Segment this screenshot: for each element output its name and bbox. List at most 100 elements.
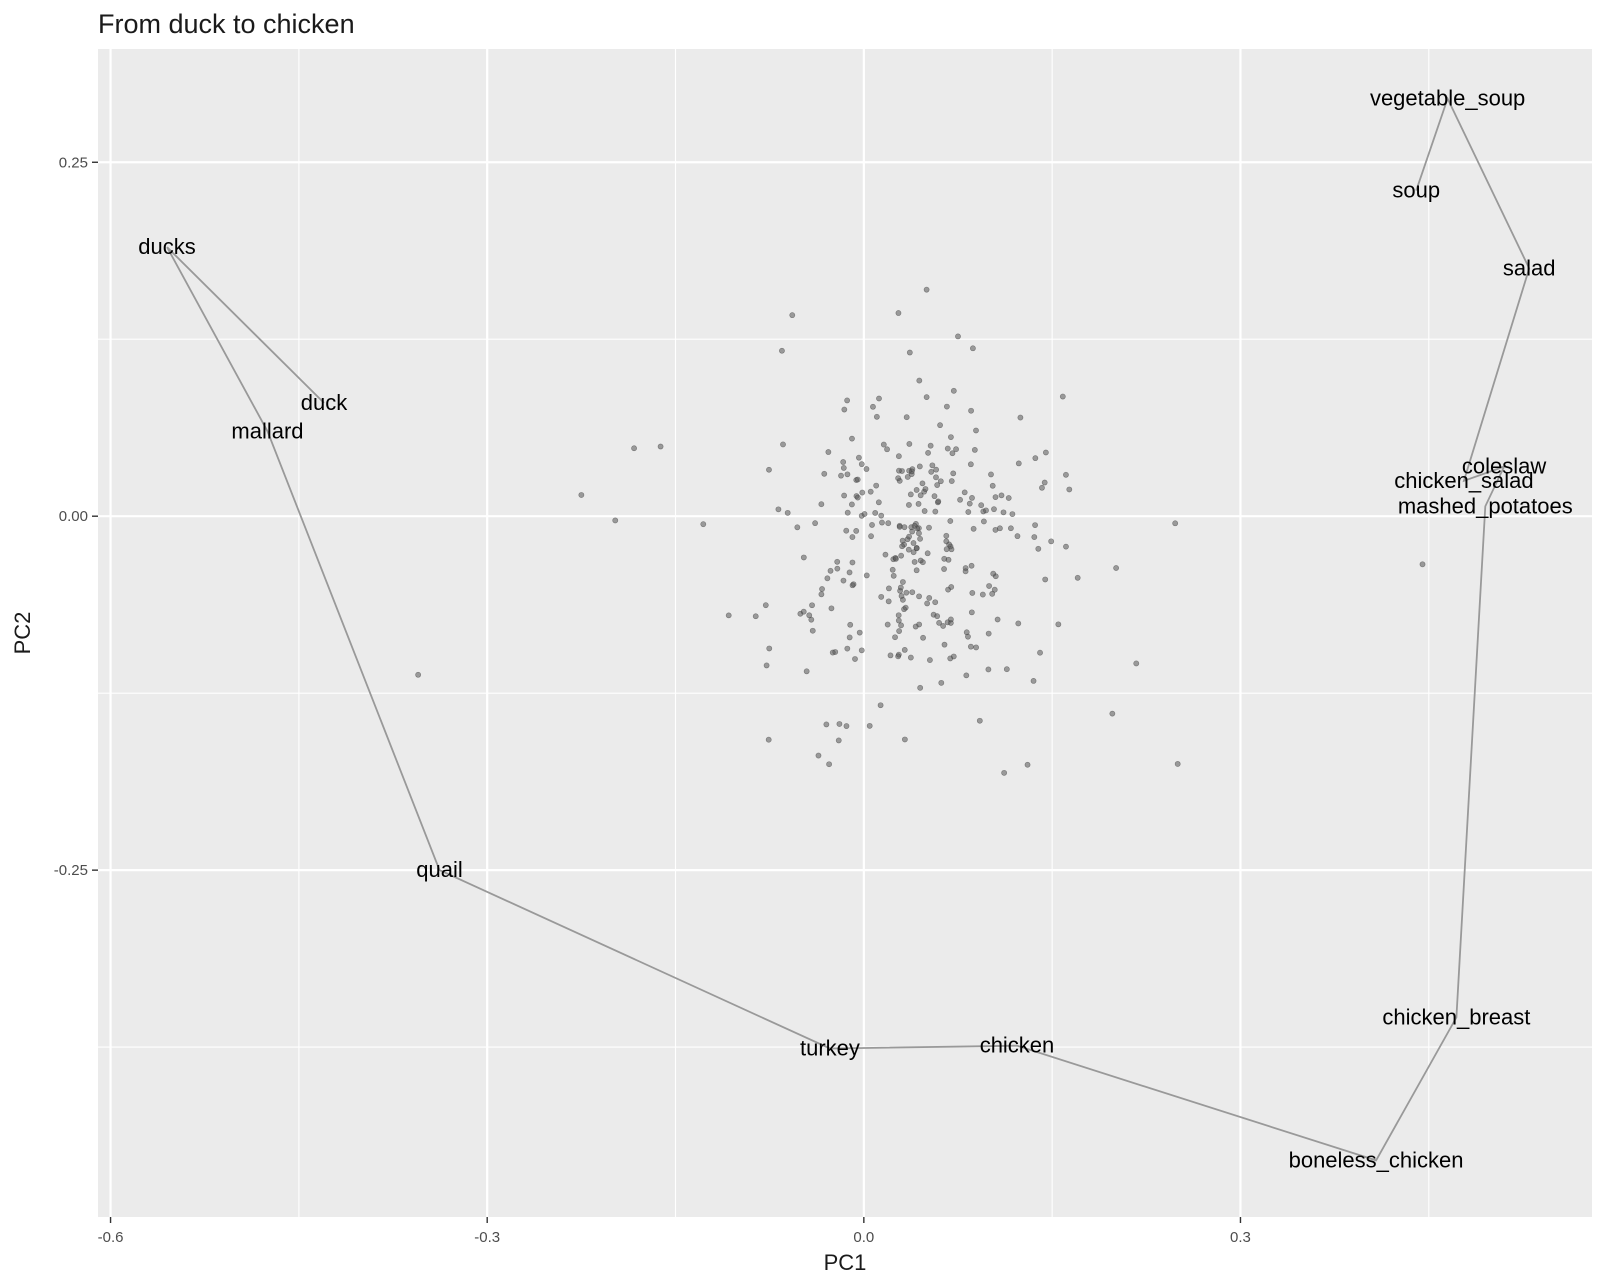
background-point <box>953 446 959 453</box>
background-point <box>886 585 892 592</box>
background-point <box>867 488 874 495</box>
background-point <box>949 450 956 457</box>
background-point <box>1041 479 1048 486</box>
background-point <box>968 407 974 414</box>
background-point <box>898 552 905 559</box>
background-point <box>911 522 918 529</box>
background-point <box>896 467 902 474</box>
background-point <box>1039 484 1045 491</box>
word-path <box>166 96 1531 1162</box>
background-point <box>1032 455 1039 462</box>
background-point <box>846 634 853 641</box>
background-point <box>969 590 976 596</box>
background-point <box>890 572 897 579</box>
word-labels: duck ducks mallard quail turkey chicken bonele… <box>138 86 1572 1173</box>
background-point <box>818 591 825 598</box>
background-point <box>937 478 944 485</box>
background-point <box>915 500 922 507</box>
background-point <box>934 482 941 488</box>
background-point <box>926 595 933 601</box>
word-label-ducks: ducks <box>138 234 195 259</box>
background-point <box>899 543 906 550</box>
background-point <box>917 557 924 564</box>
background-point <box>965 509 972 515</box>
background-point <box>875 499 882 506</box>
background-point <box>901 736 908 743</box>
y-tick-label: 0.00 <box>59 508 88 525</box>
background-point <box>947 655 954 662</box>
background-point <box>879 519 885 526</box>
background-point <box>927 657 933 663</box>
background-point <box>917 684 924 691</box>
background-point <box>994 616 1001 623</box>
background-point <box>928 468 935 475</box>
background-point <box>926 524 932 531</box>
background-point <box>943 403 950 410</box>
background-point <box>965 633 971 640</box>
background-point <box>941 566 947 572</box>
background-point <box>986 583 992 589</box>
background-point <box>935 498 942 505</box>
background-point <box>950 470 957 477</box>
background-point <box>988 471 994 478</box>
background-point <box>849 534 856 540</box>
background-point <box>932 508 939 515</box>
background-point <box>1042 576 1049 583</box>
x-tick-label: -0.6 <box>98 1229 124 1246</box>
background-point <box>903 589 910 596</box>
background-point <box>910 540 917 546</box>
background-point <box>826 761 833 768</box>
background-point <box>612 517 619 524</box>
background-point <box>929 462 936 469</box>
background-point <box>895 453 902 460</box>
background-point <box>863 466 870 472</box>
background-point <box>973 427 979 434</box>
background-point <box>836 721 843 727</box>
background-point <box>873 482 880 489</box>
background-point <box>828 605 835 612</box>
background-point <box>1055 621 1062 628</box>
background-points <box>415 286 1426 776</box>
background-point <box>950 387 957 394</box>
background-point <box>1001 769 1008 776</box>
background-point <box>884 621 891 628</box>
background-point <box>884 446 890 453</box>
background-point <box>779 347 785 354</box>
background-point <box>991 506 997 513</box>
background-point <box>775 506 782 513</box>
chart-title: From duck to chicken <box>98 9 355 39</box>
background-point <box>1059 393 1066 400</box>
background-point <box>989 482 996 489</box>
background-point <box>897 584 904 591</box>
word-label-boneless-chicken: boneless_chicken <box>1289 1147 1464 1172</box>
background-point <box>924 550 931 557</box>
background-point <box>992 494 999 501</box>
background-point <box>766 645 773 652</box>
background-point <box>991 586 998 593</box>
background-point <box>938 679 945 686</box>
y-tick-label: 0.25 <box>59 154 88 171</box>
y-axis-ticks: -0.25 0.00 0.25 <box>54 154 98 879</box>
background-point <box>962 568 969 575</box>
word-label-chicken: chicken <box>980 1033 1055 1058</box>
background-point <box>578 492 585 498</box>
background-point <box>895 475 902 482</box>
background-point <box>885 520 892 527</box>
background-point <box>1032 522 1038 529</box>
background-point <box>880 441 887 448</box>
background-point <box>1031 534 1038 540</box>
background-point <box>823 721 830 728</box>
background-point <box>1037 649 1043 656</box>
background-point <box>983 507 989 514</box>
background-point <box>800 608 807 615</box>
background-point <box>415 671 422 678</box>
background-point <box>841 492 848 499</box>
background-point <box>966 500 973 507</box>
background-point <box>818 501 825 508</box>
background-point <box>887 652 894 659</box>
background-point <box>913 487 920 493</box>
background-point <box>961 489 968 496</box>
background-point <box>895 612 902 619</box>
background-point <box>1035 545 1042 552</box>
background-point <box>936 619 943 626</box>
